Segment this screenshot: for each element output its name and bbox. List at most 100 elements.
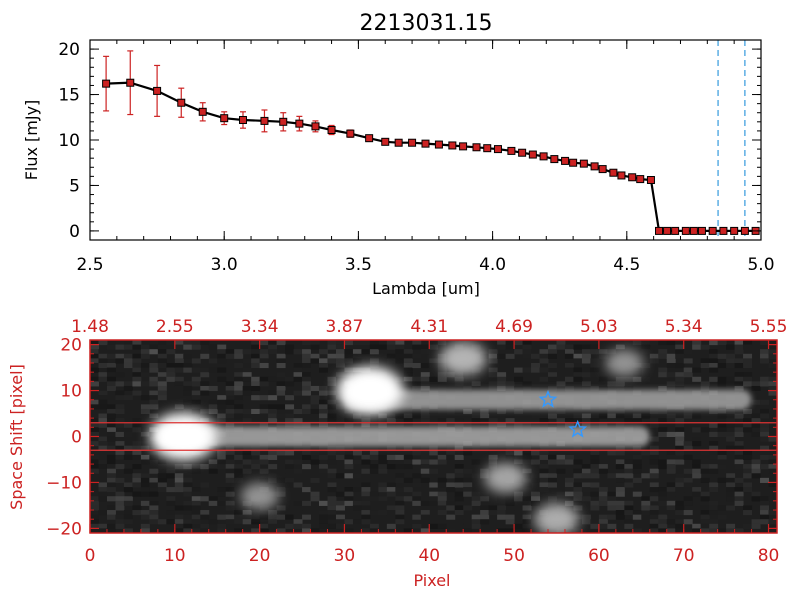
data-point-35 <box>617 171 626 180</box>
spectrum-chart: 2213031.15 2.5 3.0 3.5 4.0 4.5 5.0 0 5 10 15 20 L… <box>22 11 775 298</box>
data-point-34 <box>609 168 618 177</box>
data-point-31 <box>579 159 588 168</box>
top-tick-label-2: 3.34 <box>241 317 279 337</box>
streak-1 <box>344 389 752 410</box>
bottom-x-axis-label: Pixel <box>413 571 450 590</box>
data-point-13 <box>365 134 374 143</box>
data-point-26 <box>528 150 537 159</box>
top-tick-label-7: 5.34 <box>665 317 703 337</box>
data-point-14 <box>381 137 390 146</box>
y-axis-label: Flux [mJy] <box>22 100 41 181</box>
data-point-5 <box>220 114 229 123</box>
x-axis-ticks: 2.5 3.0 3.5 4.0 4.5 5.0 <box>76 40 775 275</box>
top-tick-label-3: 3.87 <box>326 317 364 337</box>
top-tick-label-5: 4.69 <box>495 317 533 337</box>
y-tick-label-0: 0 <box>69 222 80 242</box>
series-line <box>106 81 756 232</box>
top-wavelength-ticks: 1.48 2.55 3.34 3.87 4.31 4.69 5.03 5.34 5.55 <box>71 317 787 349</box>
bottom-x-ticks: 0 10 20 30 40 50 60 70 80 <box>85 524 780 566</box>
data-point-30 <box>569 158 578 167</box>
data-point-36 <box>628 173 637 182</box>
aperture-lines <box>90 422 777 451</box>
bottom-x-tick-label-2: 20 <box>249 546 271 566</box>
source-4 <box>534 503 579 533</box>
source-3 <box>484 462 527 494</box>
data-point-43 <box>689 226 698 235</box>
data-point-6 <box>238 116 247 124</box>
x-tick-label-4: 4.5 <box>613 255 640 275</box>
data-point-1 <box>126 78 135 87</box>
x-tick-label-5: 5.0 <box>747 255 774 275</box>
data-point-2 <box>153 86 162 95</box>
trace-streaks <box>157 389 752 447</box>
data-point-11 <box>327 126 336 134</box>
data-point-23 <box>493 145 502 154</box>
bottom-x-tick-label-7: 70 <box>673 546 695 566</box>
data-point-32 <box>590 162 599 171</box>
data-point-39 <box>655 226 664 235</box>
star-marker-1 <box>568 419 588 438</box>
star-marker-0 <box>538 389 558 408</box>
source-5 <box>240 482 279 510</box>
data-point-18 <box>434 140 443 149</box>
top-tick-label-1: 2.55 <box>156 317 194 337</box>
bottom-y-tick-label-0: −20 <box>46 519 82 539</box>
data-point-17 <box>421 139 430 148</box>
bottom-x-tick-label-8: 80 <box>758 546 780 566</box>
source-1 <box>336 366 404 415</box>
top-tick-label-0: 1.48 <box>71 317 109 337</box>
data-point-24 <box>507 146 516 155</box>
x-tick-label-0: 2.5 <box>76 255 103 275</box>
x-tick-label-3: 4.0 <box>479 255 506 275</box>
bottom-x-tick-label-4: 40 <box>418 546 440 566</box>
star-markers <box>538 389 588 438</box>
data-point-16 <box>408 138 417 147</box>
source-2 <box>439 341 487 376</box>
bottom-x-tick-label-6: 60 <box>588 546 610 566</box>
data-point-45 <box>708 226 717 235</box>
data-point-41 <box>671 226 680 235</box>
spectral-image-panel: 0 10 20 30 40 50 60 70 80 1.48 2.55 3.34 3.87 4.31 4.… <box>7 317 787 590</box>
bottom-y-tick-label-3: 10 <box>60 382 82 402</box>
data-markers <box>102 78 760 235</box>
x-tick-label-2: 3.5 <box>345 255 372 275</box>
data-point-38 <box>646 176 655 184</box>
data-point-33 <box>598 165 607 174</box>
data-point-8 <box>279 117 288 126</box>
data-point-4 <box>198 107 207 116</box>
data-point-28 <box>550 155 559 164</box>
top-tick-label-6: 5.03 <box>580 317 618 337</box>
data-point-22 <box>483 144 492 153</box>
y-tick-label-1: 5 <box>69 176 80 196</box>
bottom-x-tick-label-5: 50 <box>503 546 525 566</box>
data-point-40 <box>663 226 672 235</box>
bottom-y-tick-label-2: 0 <box>71 428 82 448</box>
x-axis-label: Lambda [um] <box>372 279 480 298</box>
y-tick-label-3: 15 <box>58 86 80 106</box>
bright-sources <box>149 341 644 533</box>
data-point-10 <box>311 122 320 131</box>
x-tick-label-1: 3.0 <box>211 255 238 275</box>
bottom-x-tick-label-3: 30 <box>334 546 356 566</box>
data-point-3 <box>177 98 186 107</box>
data-point-42 <box>681 226 690 235</box>
bottom-y-tick-label-4: 20 <box>60 336 82 356</box>
data-point-27 <box>539 152 548 161</box>
image-area <box>90 340 777 533</box>
bottom-x-tick-label-1: 10 <box>164 546 186 566</box>
bottom-y-ticks: −20 −10 0 10 20 <box>46 336 777 539</box>
top-tick-label-4: 4.31 <box>410 317 448 337</box>
data-point-37 <box>636 175 645 184</box>
data-point-46 <box>719 226 728 235</box>
top-tick-label-8: 5.55 <box>750 317 788 337</box>
data-point-25 <box>518 148 527 157</box>
bottom-y-axis-label: Space Shift [pixel] <box>7 364 26 510</box>
data-point-29 <box>561 156 570 165</box>
y-axis-ticks: 0 5 10 15 20 <box>58 40 761 242</box>
chart-title: 2213031.15 <box>360 11 493 36</box>
streak-0 <box>157 426 650 447</box>
bottom-x-tick-label-0: 0 <box>85 546 96 566</box>
vertical-markers <box>717 40 746 240</box>
data-point-12 <box>346 129 355 138</box>
data-point-7 <box>260 116 269 125</box>
